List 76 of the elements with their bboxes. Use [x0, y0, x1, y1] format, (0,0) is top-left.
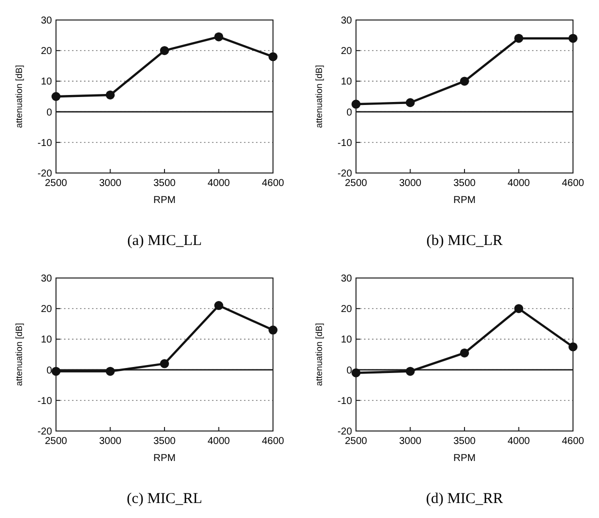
y-tick-label: 0	[46, 365, 52, 376]
text: (a) MIC_LL	[127, 233, 202, 249]
point	[568, 34, 578, 43]
point	[460, 348, 469, 358]
y-tick-label: 20	[40, 304, 52, 316]
y-tick-label: 30	[40, 274, 52, 284]
y-tick-label: 20	[340, 46, 352, 58]
y-axis-title: attenuation [dB]	[314, 64, 324, 128]
point	[268, 326, 278, 335]
y-tick-label: 30	[340, 274, 352, 284]
x-tick-label: 3000	[99, 436, 122, 447]
point	[214, 301, 224, 310]
x-tick-label: 2500	[344, 436, 368, 447]
y-tick-label: 10	[40, 334, 52, 346]
x-tick-label: 4600	[262, 436, 285, 447]
text: (c) MIC_RL	[126, 491, 202, 507]
point	[160, 46, 169, 56]
y-tick-label: -10	[338, 396, 352, 407]
x-tick-label: 3000	[99, 178, 122, 189]
y-tick-label: -10	[338, 138, 352, 149]
y-axis-title: attenuation [dB]	[14, 64, 24, 128]
y-axis-title: attenuation [dB]	[14, 322, 24, 386]
point	[52, 92, 60, 101]
point	[160, 359, 169, 368]
text: (b) MIC_LR	[426, 233, 503, 249]
x-tick-label: 4000	[208, 178, 230, 189]
x-axis-title: RPM	[153, 195, 176, 206]
x-tick-label: 4600	[562, 178, 585, 189]
x-axis-title: RPM	[153, 453, 176, 464]
point	[406, 98, 415, 108]
y-tick-label: -20	[38, 168, 52, 180]
x-tick-label: 4600	[262, 178, 285, 189]
y-tick-label: -10	[38, 138, 52, 149]
x-tick-label: 3500	[153, 178, 176, 189]
x-tick-label: 3500	[153, 436, 176, 447]
point	[352, 368, 360, 378]
y-tick-label: 30	[40, 16, 52, 26]
point	[268, 52, 278, 62]
y-tick-label: 30	[340, 16, 352, 26]
y-tick-label: 0	[46, 107, 52, 118]
x-tick-label: 3500	[453, 436, 476, 447]
x-axis-title: RPM	[453, 195, 476, 206]
y-axis-title: attenuation [dB]	[314, 322, 324, 386]
text: (d) MIC_RR	[426, 491, 504, 507]
y-tick-label: 20	[40, 46, 52, 58]
point	[52, 366, 60, 376]
y-tick-label: -20	[338, 426, 352, 438]
x-tick-label: 3000	[399, 178, 422, 189]
y-tick-label: 10	[340, 334, 352, 346]
y-tick-label: 0	[346, 107, 352, 118]
x-axis-title: RPM	[453, 453, 476, 464]
point	[514, 34, 524, 43]
x-tick-label: 4000	[508, 436, 530, 447]
x-tick-label: 2500	[44, 436, 68, 447]
y-tick-label: 20	[340, 304, 352, 316]
y-tick-label: 0	[346, 365, 352, 376]
point	[214, 32, 224, 42]
x-tick-label: 2500	[344, 178, 368, 189]
y-tick-label: 10	[40, 76, 52, 88]
x-tick-label: 3500	[453, 178, 476, 189]
x-tick-label: 4000	[208, 436, 230, 447]
point	[106, 90, 115, 100]
point	[106, 366, 115, 376]
point	[514, 304, 524, 314]
y-tick-label: -20	[38, 426, 52, 438]
point	[460, 76, 469, 86]
point	[352, 100, 360, 109]
y-tick-label: -10	[38, 396, 52, 407]
point	[406, 366, 415, 376]
y-tick-label: -20	[338, 168, 352, 180]
x-tick-label: 3000	[399, 436, 422, 447]
x-tick-label: 4600	[562, 436, 585, 447]
x-tick-label: 2500	[44, 178, 68, 189]
x-tick-label: 4000	[508, 178, 530, 189]
y-tick-label: 10	[340, 76, 352, 88]
point	[568, 342, 578, 352]
